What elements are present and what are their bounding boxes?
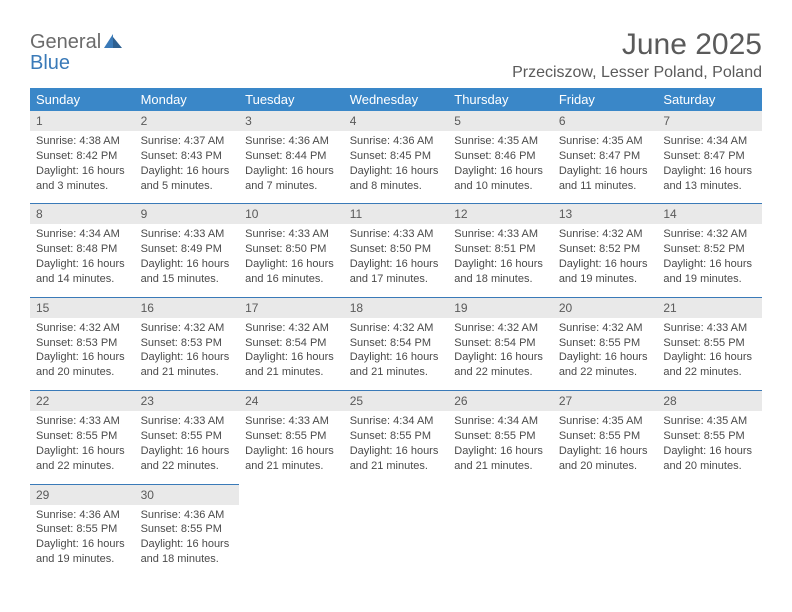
header: General Blue June 2025 Przeciszow, Lesse… — [30, 28, 762, 82]
day-number-cell: 22 — [30, 391, 135, 412]
day-detail-cell: Sunrise: 4:32 AMSunset: 8:54 PMDaylight:… — [239, 318, 344, 391]
day-number-cell: 29 — [30, 484, 135, 505]
day-detail-cell: Sunrise: 4:32 AMSunset: 8:55 PMDaylight:… — [553, 318, 658, 391]
dayname-fri: Friday — [553, 88, 658, 111]
day-number-cell: 28 — [657, 391, 762, 412]
day-number-cell: 3 — [239, 111, 344, 131]
day-number-cell: 1 — [30, 111, 135, 131]
day-number-cell: 27 — [553, 391, 658, 412]
day-number-cell: 25 — [344, 391, 449, 412]
day-detail-cell — [239, 505, 344, 577]
day-number-cell: 6 — [553, 111, 658, 131]
day-number-cell: 14 — [657, 204, 762, 225]
day-detail-cell — [657, 505, 762, 577]
calendar-table: Sunday Monday Tuesday Wednesday Thursday… — [30, 88, 762, 577]
dayname-sun: Sunday — [30, 88, 135, 111]
day-detail-cell: Sunrise: 4:34 AMSunset: 8:48 PMDaylight:… — [30, 224, 135, 297]
dayname-mon: Monday — [135, 88, 240, 111]
day-number-cell — [239, 484, 344, 505]
day-detail-cell: Sunrise: 4:32 AMSunset: 8:53 PMDaylight:… — [30, 318, 135, 391]
location: Przeciszow, Lesser Poland, Poland — [512, 64, 762, 82]
day-number-cell: 20 — [553, 297, 658, 318]
brand-blue: Blue — [30, 52, 70, 74]
page-title: June 2025 — [512, 28, 762, 62]
day-number-cell: 16 — [135, 297, 240, 318]
daynum-row: 15161718192021 — [30, 297, 762, 318]
day-detail-cell: Sunrise: 4:32 AMSunset: 8:52 PMDaylight:… — [657, 224, 762, 297]
day-number-cell: 24 — [239, 391, 344, 412]
day-number-cell: 8 — [30, 204, 135, 225]
day-detail-cell: Sunrise: 4:34 AMSunset: 8:55 PMDaylight:… — [448, 411, 553, 484]
day-number-cell — [657, 484, 762, 505]
day-number-cell: 4 — [344, 111, 449, 131]
day-number-cell: 23 — [135, 391, 240, 412]
day-detail-cell: Sunrise: 4:36 AMSunset: 8:45 PMDaylight:… — [344, 131, 449, 204]
day-detail-cell: Sunrise: 4:33 AMSunset: 8:49 PMDaylight:… — [135, 224, 240, 297]
day-number-cell: 26 — [448, 391, 553, 412]
day-number-cell: 13 — [553, 204, 658, 225]
detail-row: Sunrise: 4:32 AMSunset: 8:53 PMDaylight:… — [30, 318, 762, 391]
brand-general: General — [30, 31, 101, 53]
detail-row: Sunrise: 4:36 AMSunset: 8:55 PMDaylight:… — [30, 505, 762, 577]
detail-row: Sunrise: 4:38 AMSunset: 8:42 PMDaylight:… — [30, 131, 762, 204]
dayname-wed: Wednesday — [344, 88, 449, 111]
daynum-row: 22232425262728 — [30, 391, 762, 412]
day-number-cell: 10 — [239, 204, 344, 225]
day-detail-cell: Sunrise: 4:36 AMSunset: 8:55 PMDaylight:… — [30, 505, 135, 577]
day-detail-cell: Sunrise: 4:34 AMSunset: 8:55 PMDaylight:… — [344, 411, 449, 484]
brand-logo: General Blue — [30, 32, 122, 74]
day-detail-cell — [344, 505, 449, 577]
day-detail-cell — [448, 505, 553, 577]
day-number-cell: 7 — [657, 111, 762, 131]
day-detail-cell: Sunrise: 4:36 AMSunset: 8:55 PMDaylight:… — [135, 505, 240, 577]
daynum-row: 1234567 — [30, 111, 762, 131]
day-detail-cell: Sunrise: 4:37 AMSunset: 8:43 PMDaylight:… — [135, 131, 240, 204]
day-detail-cell: Sunrise: 4:33 AMSunset: 8:55 PMDaylight:… — [135, 411, 240, 484]
day-detail-cell — [553, 505, 658, 577]
brand-mark-icon — [104, 34, 122, 48]
day-detail-cell: Sunrise: 4:32 AMSunset: 8:54 PMDaylight:… — [344, 318, 449, 391]
day-detail-cell: Sunrise: 4:33 AMSunset: 8:51 PMDaylight:… — [448, 224, 553, 297]
day-number-cell: 30 — [135, 484, 240, 505]
title-block: June 2025 Przeciszow, Lesser Poland, Pol… — [512, 28, 762, 82]
day-number-cell: 17 — [239, 297, 344, 318]
day-detail-cell: Sunrise: 4:32 AMSunset: 8:54 PMDaylight:… — [448, 318, 553, 391]
day-number-cell: 21 — [657, 297, 762, 318]
day-header-row: Sunday Monday Tuesday Wednesday Thursday… — [30, 88, 762, 111]
day-number-cell — [344, 484, 449, 505]
day-detail-cell: Sunrise: 4:33 AMSunset: 8:55 PMDaylight:… — [30, 411, 135, 484]
day-number-cell — [448, 484, 553, 505]
day-number-cell: 5 — [448, 111, 553, 131]
day-number-cell: 11 — [344, 204, 449, 225]
day-detail-cell: Sunrise: 4:32 AMSunset: 8:52 PMDaylight:… — [553, 224, 658, 297]
day-number-cell: 2 — [135, 111, 240, 131]
day-detail-cell: Sunrise: 4:33 AMSunset: 8:55 PMDaylight:… — [657, 318, 762, 391]
day-detail-cell: Sunrise: 4:35 AMSunset: 8:55 PMDaylight:… — [553, 411, 658, 484]
day-number-cell: 12 — [448, 204, 553, 225]
day-detail-cell: Sunrise: 4:33 AMSunset: 8:50 PMDaylight:… — [344, 224, 449, 297]
day-detail-cell: Sunrise: 4:36 AMSunset: 8:44 PMDaylight:… — [239, 131, 344, 204]
day-number-cell: 18 — [344, 297, 449, 318]
daynum-row: 2930 — [30, 484, 762, 505]
day-detail-cell: Sunrise: 4:35 AMSunset: 8:46 PMDaylight:… — [448, 131, 553, 204]
day-detail-cell: Sunrise: 4:32 AMSunset: 8:53 PMDaylight:… — [135, 318, 240, 391]
day-detail-cell: Sunrise: 4:35 AMSunset: 8:47 PMDaylight:… — [553, 131, 658, 204]
dayname-sat: Saturday — [657, 88, 762, 111]
day-detail-cell: Sunrise: 4:33 AMSunset: 8:55 PMDaylight:… — [239, 411, 344, 484]
day-detail-cell: Sunrise: 4:38 AMSunset: 8:42 PMDaylight:… — [30, 131, 135, 204]
day-number-cell: 15 — [30, 297, 135, 318]
daynum-row: 891011121314 — [30, 204, 762, 225]
day-number-cell — [553, 484, 658, 505]
day-number-cell: 9 — [135, 204, 240, 225]
day-detail-cell: Sunrise: 4:35 AMSunset: 8:55 PMDaylight:… — [657, 411, 762, 484]
day-number-cell: 19 — [448, 297, 553, 318]
detail-row: Sunrise: 4:34 AMSunset: 8:48 PMDaylight:… — [30, 224, 762, 297]
dayname-thu: Thursday — [448, 88, 553, 111]
dayname-tue: Tuesday — [239, 88, 344, 111]
detail-row: Sunrise: 4:33 AMSunset: 8:55 PMDaylight:… — [30, 411, 762, 484]
day-detail-cell: Sunrise: 4:34 AMSunset: 8:47 PMDaylight:… — [657, 131, 762, 204]
day-detail-cell: Sunrise: 4:33 AMSunset: 8:50 PMDaylight:… — [239, 224, 344, 297]
